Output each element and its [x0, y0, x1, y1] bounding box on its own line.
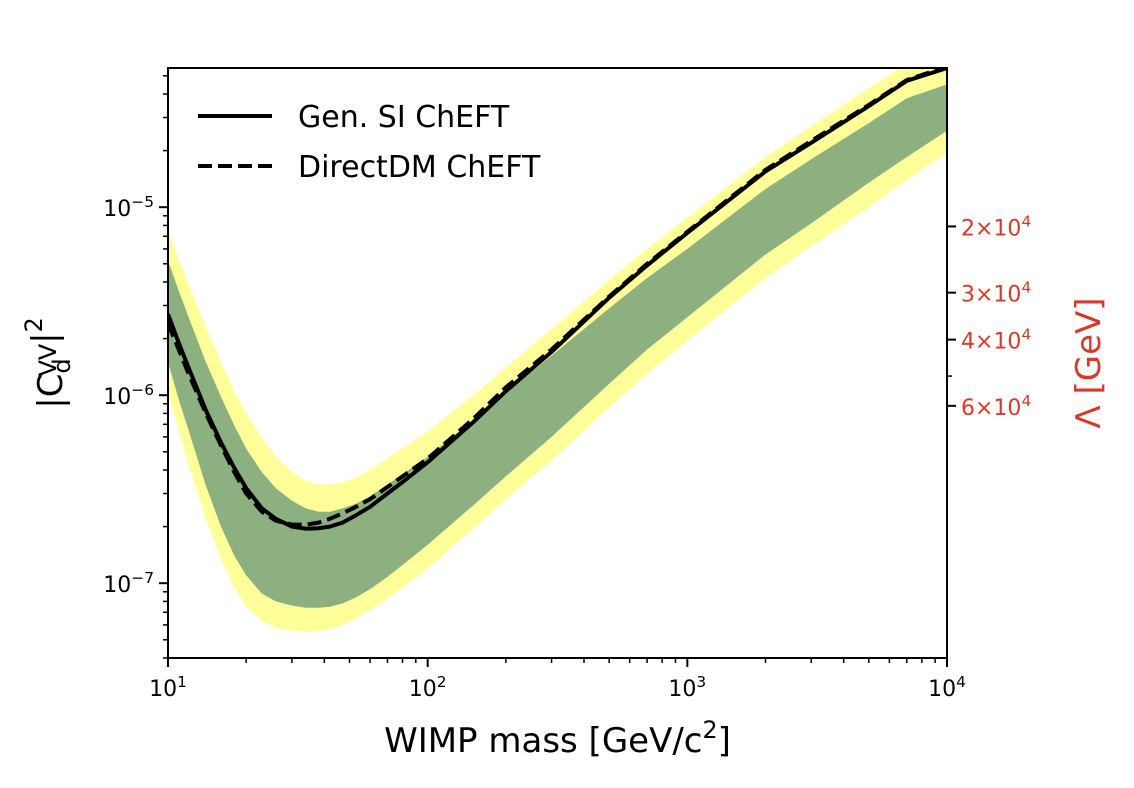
x-tick-label: 102	[409, 673, 447, 702]
x-axis-title: WIMP mass [GeV/c2]	[384, 716, 731, 761]
secondary-y-tick-label: 2×104	[961, 212, 1031, 241]
y-tick-label: 10−6	[103, 381, 154, 410]
x-tick-label: 104	[928, 673, 966, 702]
x-tick-label: 103	[668, 673, 706, 702]
secondary-y-tick-label: 3×104	[961, 279, 1031, 308]
secondary-y-axis: 2×104 3×104 4×104 6×104	[947, 212, 1031, 421]
confidence-bands	[168, 68, 947, 632]
data-series	[168, 68, 947, 531]
band-inner	[168, 84, 947, 608]
x-axis: 101 102 103 104	[149, 658, 966, 702]
legend: Gen. SI ChEFT DirectDM ChEFT	[198, 100, 541, 185]
y-axis-title: |CdVV|2	[20, 317, 76, 408]
series-line-gen-si-cheft	[168, 68, 947, 531]
y-tick-label: 10−7	[103, 569, 154, 598]
y-axis: 10−7 10−6 10−5	[103, 75, 168, 659]
plot-frame	[167, 67, 948, 659]
secondary-y-tick-label: 6×104	[961, 392, 1031, 421]
legend-label: Gen. SI ChEFT	[298, 100, 510, 135]
axis-titles: WIMP mass [GeV/c2] |CdVV|2 Λ [GeV]	[20, 297, 1109, 761]
x-tick-label: 101	[149, 673, 187, 702]
y-tick-label: 10−5	[103, 193, 154, 222]
secondary-y-tick-label: 4×104	[961, 326, 1031, 355]
legend-label: DirectDM ChEFT	[298, 150, 541, 185]
secondary-y-axis-title: Λ [GeV]	[1069, 297, 1109, 428]
